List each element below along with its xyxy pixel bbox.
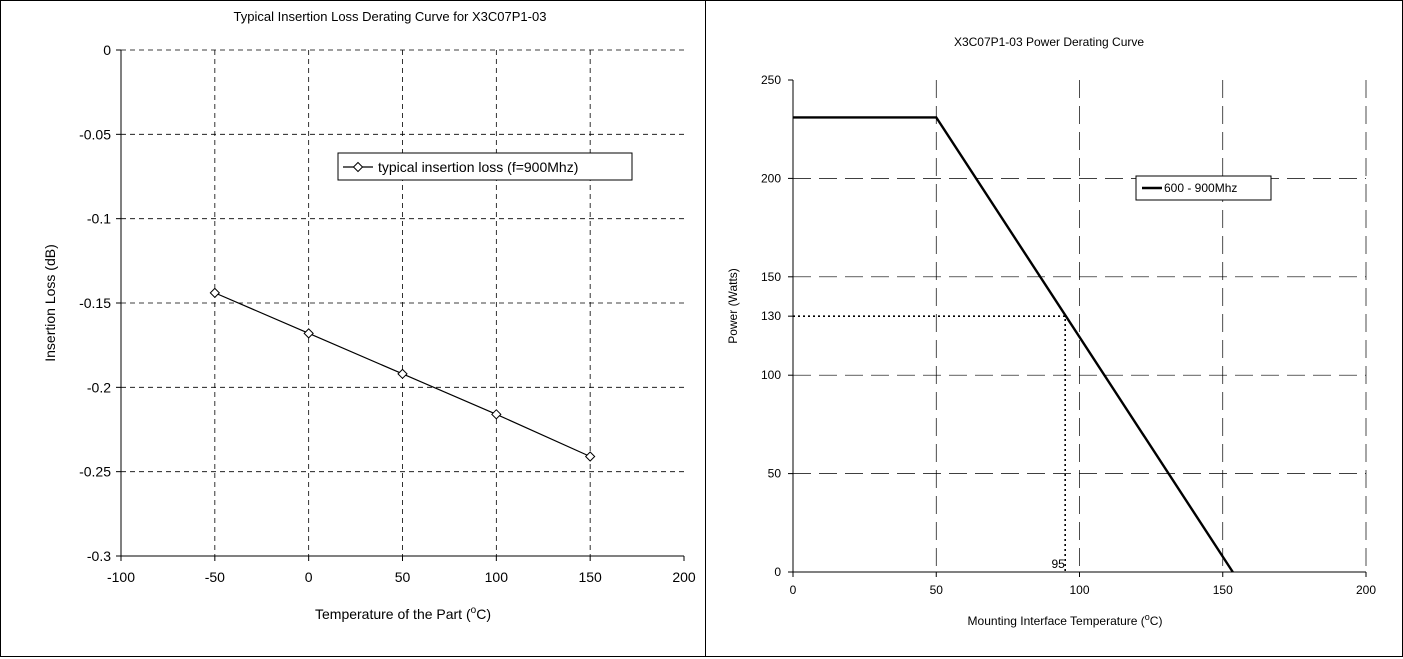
data-point-diamond (209, 287, 221, 299)
annotation-dotted-line (793, 315, 1066, 572)
y-tick-label: -0.25 (79, 464, 111, 480)
insertion-loss-chart-panel: Typical Insertion Loss Derating Curve fo… (0, 0, 706, 657)
chart-title: Typical Insertion Loss Derating Curve fo… (234, 9, 547, 24)
y-axis-label: Insertion Loss (dB) (42, 244, 58, 362)
legend-label: 600 - 900Mhz (1164, 181, 1237, 195)
power-derating-chart: X3C07P1-03 Power Derating Curve 0 50 100 150… (726, 35, 1376, 628)
x-axis-label: Temperature of the Part (oC) (315, 605, 491, 622)
data-point-diamond (491, 409, 502, 420)
legend-marker (352, 161, 364, 173)
y-tick-label: -0.15 (79, 295, 111, 311)
y-axis-label: Power (Watts) (726, 268, 740, 344)
y-tick-label: 50 (768, 467, 782, 481)
x-axis-label: Mounting Interface Temperature (oC) (968, 612, 1163, 628)
series-line (793, 116, 1234, 573)
x-tick-label: 200 (672, 569, 696, 585)
x-axis-label-unit: C) (476, 606, 491, 622)
y-tick-label: -0.2 (87, 379, 111, 395)
data-point-diamond (397, 368, 408, 380)
x-axis-label-text: Temperature of the Part ( (315, 606, 471, 622)
y-tick-label: -0.3 (87, 548, 111, 564)
x-tick-label: 200 (1356, 583, 1376, 597)
x-axis-label-superscript: o (471, 605, 477, 616)
y-tick-label: 200 (761, 171, 781, 185)
y-tick-label: -0.1 (87, 211, 111, 227)
y-tick-label: 100 (761, 368, 781, 382)
x-tick-label: -100 (107, 569, 135, 585)
x-tick-label: -50 (205, 569, 225, 585)
data-point-diamond (584, 451, 596, 462)
legend-label: typical insertion loss (f=900Mhz) (378, 159, 578, 175)
annotation-y-label: 130 (761, 309, 781, 323)
y-tick-label: 0 (103, 42, 111, 58)
annotation-x-label: 95 (1051, 557, 1065, 571)
power-derating-chart-panel: X3C07P1-03 Power Derating Curve 0 50 100 150… (705, 0, 1403, 657)
chart-title: X3C07P1-03 Power Derating Curve (954, 35, 1144, 49)
x-tick-label: 100 (1069, 583, 1089, 597)
x-tick-label: 150 (578, 569, 602, 585)
x-axis-label-superscript: o (1145, 612, 1150, 622)
x-axis-label-text: Mounting Interface Temperature ( (968, 614, 1145, 628)
y-tick-label: -0.05 (79, 126, 111, 142)
data-point-diamond (303, 328, 314, 339)
y-tick-label: 150 (761, 270, 781, 284)
x-tick-label: 0 (790, 583, 797, 597)
insertion-loss-chart: Typical Insertion Loss Derating Curve fo… (42, 9, 696, 622)
y-tick-label: 250 (761, 73, 781, 87)
x-tick-label: 100 (485, 569, 509, 585)
legend-box (337, 152, 633, 181)
x-tick-label: 0 (305, 569, 313, 585)
x-tick-label: 50 (930, 583, 944, 597)
y-tick-label: 0 (774, 565, 781, 579)
x-tick-label: 150 (1213, 583, 1233, 597)
x-tick-label: 50 (395, 569, 411, 585)
x-axis-label-unit: C) (1150, 614, 1163, 628)
